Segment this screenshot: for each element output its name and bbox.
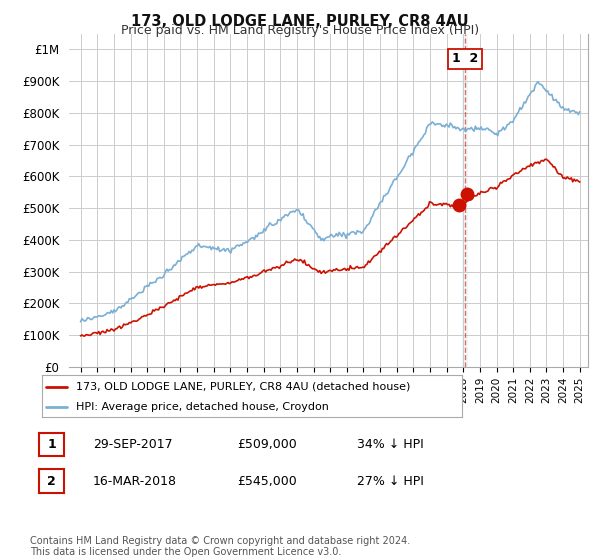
- Bar: [463, 34, 467, 367]
- Text: Price paid vs. HM Land Registry's House Price Index (HPI): Price paid vs. HM Land Registry's House …: [121, 24, 479, 36]
- Text: £509,000: £509,000: [237, 438, 297, 451]
- Text: 16-MAR-2018: 16-MAR-2018: [93, 474, 177, 488]
- Text: 173, OLD LODGE LANE, PURLEY, CR8 4AU: 173, OLD LODGE LANE, PURLEY, CR8 4AU: [131, 14, 469, 29]
- Text: 29-SEP-2017: 29-SEP-2017: [93, 438, 173, 451]
- Text: Contains HM Land Registry data © Crown copyright and database right 2024.
This d: Contains HM Land Registry data © Crown c…: [30, 535, 410, 557]
- Text: 173, OLD LODGE LANE, PURLEY, CR8 4AU (detached house): 173, OLD LODGE LANE, PURLEY, CR8 4AU (de…: [76, 382, 410, 392]
- Text: 2: 2: [47, 474, 56, 488]
- Text: 1: 1: [47, 438, 56, 451]
- Text: HPI: Average price, detached house, Croydon: HPI: Average price, detached house, Croy…: [76, 402, 328, 412]
- Text: 27% ↓ HPI: 27% ↓ HPI: [357, 474, 424, 488]
- Text: 1  2: 1 2: [452, 53, 478, 66]
- Text: £545,000: £545,000: [237, 474, 297, 488]
- Text: 34% ↓ HPI: 34% ↓ HPI: [357, 438, 424, 451]
